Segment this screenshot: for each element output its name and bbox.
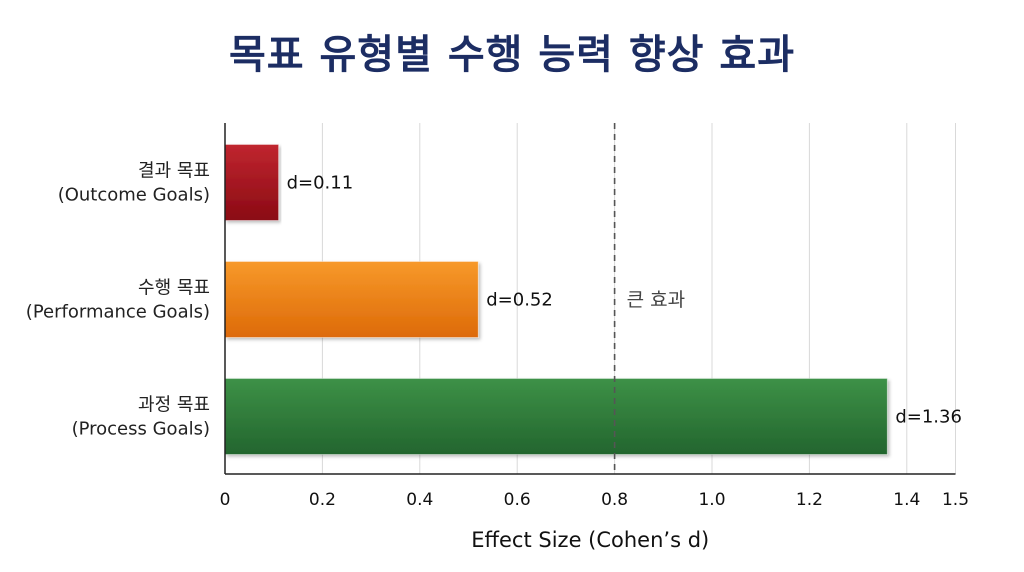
category-label: 수행 목표 <box>138 278 210 299</box>
value-label: d=0.11 <box>287 173 354 194</box>
x-tick-label: 1.0 <box>698 490 725 510</box>
x-tick-label: 1.2 <box>796 490 823 510</box>
x-tick-label: 0.4 <box>406 490 433 510</box>
bar <box>224 378 888 455</box>
labels: 0 0.2 0.4 0.6 0.8 1.0 1.2 1.4 1.5 d=0.11 결과 목표 (Out… <box>26 161 969 553</box>
value-label: d=0.52 <box>486 290 553 311</box>
x-tick-label: 0.2 <box>309 490 336 510</box>
reference-line-group: 큰 효과 <box>613 123 685 474</box>
x-tick-label: 0.6 <box>504 490 531 510</box>
category-label: 과정 목표 <box>138 395 210 416</box>
x-tick-label: 0 <box>220 490 231 510</box>
category-label: 결과 목표 <box>138 161 210 182</box>
x-tick-label: 0.8 <box>601 490 628 510</box>
reference-line-label: 큰 효과 <box>627 289 685 311</box>
bar <box>224 261 479 338</box>
x-axis-title: Effect Size (Cohen’s d) <box>471 528 709 552</box>
category-sublabel: (Performance Goals) <box>26 302 210 323</box>
axes <box>224 123 956 475</box>
value-label: d=1.36 <box>895 407 962 428</box>
chart-title: 목표 유형별 수행 능력 향상 효과 <box>228 32 796 78</box>
category-sublabel: (Outcome Goals) <box>58 185 210 206</box>
bar <box>224 144 280 221</box>
x-tick-label: 1.4 <box>893 490 920 510</box>
category-sublabel: (Process Goals) <box>72 419 210 440</box>
x-tick-label: 1.5 <box>942 490 969 510</box>
